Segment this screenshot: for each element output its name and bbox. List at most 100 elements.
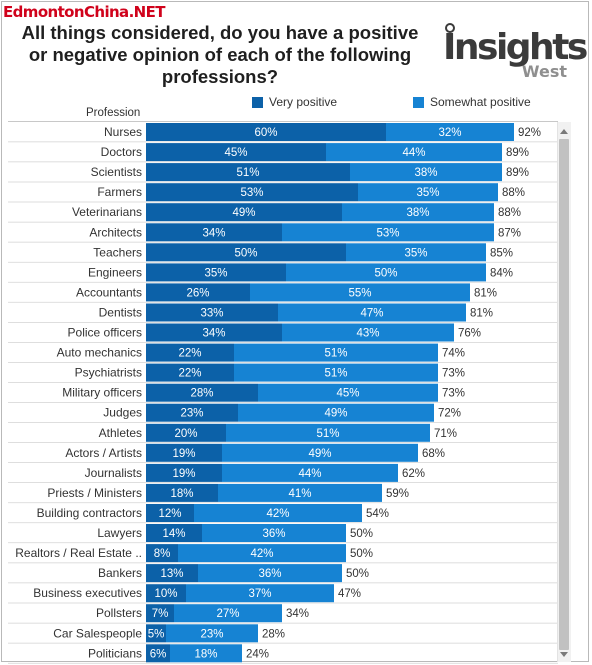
category-label: Veterinarians: [72, 205, 142, 219]
bar-very-positive: [146, 544, 178, 563]
bar-very-positive: [146, 283, 250, 302]
bar-somewhat-positive: [198, 564, 342, 583]
total-label: 47%: [338, 588, 361, 600]
category-label: Police officers: [68, 326, 142, 340]
bar-very-positive: [146, 564, 198, 583]
data-label-very-positive: 12%: [158, 508, 181, 520]
chevron-down-icon: [560, 652, 568, 657]
category-label: Business executives: [33, 586, 142, 600]
total-label: 72%: [438, 408, 461, 420]
row-divider: [8, 642, 558, 644]
scrollbar-thumb[interactable]: [559, 139, 569, 650]
total-label: 85%: [490, 247, 513, 259]
data-label-somewhat-positive: 41%: [288, 488, 311, 500]
category-label: Nurses: [104, 125, 142, 139]
bar-somewhat-positive: [174, 604, 282, 623]
data-label-somewhat-positive: 49%: [324, 408, 347, 420]
bar-somewhat-positive: [386, 123, 514, 141]
bar-very-positive: [146, 123, 386, 141]
row-divider: [8, 221, 558, 223]
row-divider: [8, 662, 558, 664]
bar-somewhat-positive: [278, 303, 466, 322]
bar-very-positive: [146, 323, 282, 342]
bar-very-positive: [146, 443, 222, 462]
data-label-very-positive: 49%: [232, 207, 255, 219]
bar-somewhat-positive: [326, 143, 502, 162]
data-label-very-positive: 53%: [240, 187, 263, 199]
bar-very-positive: [146, 403, 238, 422]
bar-very-positive: [146, 383, 258, 402]
data-label-somewhat-positive: 36%: [262, 528, 285, 540]
total-label: 89%: [506, 147, 529, 159]
row-divider: [8, 402, 558, 403]
total-label: 50%: [350, 528, 373, 540]
data-label-somewhat-positive: 38%: [414, 167, 437, 179]
row-divider: [8, 181, 558, 183]
total-label: 50%: [350, 548, 373, 560]
data-label-very-positive: 5%: [148, 628, 165, 640]
data-label-somewhat-positive: 53%: [376, 227, 399, 239]
category-label: Pollsters: [96, 606, 142, 620]
row-divider: [8, 462, 558, 463]
row-divider: [8, 322, 558, 323]
row-divider: [8, 542, 558, 544]
bar-very-positive: [146, 644, 170, 663]
bar-somewhat-positive: [258, 383, 438, 402]
legend-somewhat-positive[interactable]: Somewhat positive: [413, 95, 531, 109]
bar-somewhat-positive: [358, 183, 498, 202]
data-label-somewhat-positive: 47%: [360, 308, 383, 320]
bar-very-positive: [146, 163, 350, 182]
bar-very-positive: [146, 223, 282, 242]
row-divider: [8, 301, 558, 303]
data-label-somewhat-positive: 44%: [298, 468, 321, 480]
data-label-somewhat-positive: 51%: [324, 368, 347, 380]
row-divider: [8, 562, 558, 564]
bar-somewhat-positive: [222, 443, 418, 462]
row-divider: [8, 281, 558, 283]
total-label: 73%: [442, 368, 465, 380]
legend-very-positive[interactable]: Very positive: [252, 95, 337, 109]
data-label-very-positive: 20%: [174, 428, 197, 440]
chevron-up-icon: [560, 129, 568, 134]
logo-sub: West: [521, 62, 567, 81]
logo-dot-icon: [445, 23, 455, 33]
category-label: Architects: [89, 225, 142, 239]
data-label-very-positive: 19%: [172, 448, 195, 460]
total-label: 34%: [286, 608, 309, 620]
total-label: 88%: [502, 187, 525, 199]
data-label-very-positive: 22%: [178, 368, 201, 380]
data-label-somewhat-positive: 36%: [258, 568, 281, 580]
category-label: Scientists: [91, 165, 142, 179]
total-label: 62%: [402, 468, 425, 480]
row-divider: [8, 622, 558, 624]
bar-somewhat-positive: [218, 483, 382, 502]
data-label-somewhat-positive: 38%: [406, 207, 429, 219]
category-label: Journalists: [85, 466, 142, 480]
data-label-very-positive: 13%: [160, 568, 183, 580]
bar-somewhat-positive: [342, 203, 494, 222]
scroll-up-button[interactable]: [557, 124, 571, 138]
row-divider: [8, 261, 558, 263]
row-divider: [8, 362, 558, 363]
total-label: 74%: [442, 348, 465, 360]
bar-very-positive: [146, 423, 226, 442]
legend-label-somewhat: Somewhat positive: [430, 95, 531, 109]
category-label: Accountants: [76, 285, 142, 299]
data-label-somewhat-positive: 35%: [404, 247, 427, 259]
data-label-somewhat-positive: 49%: [308, 448, 331, 460]
category-label: Judges: [103, 406, 142, 420]
scroll-down-button[interactable]: [557, 648, 571, 662]
data-label-very-positive: 28%: [190, 388, 213, 400]
bar-somewhat-positive: [286, 263, 486, 282]
bar-somewhat-positive: [222, 463, 398, 482]
category-label: Actors / Artists: [65, 446, 142, 460]
logo-word: Insights: [443, 27, 588, 68]
bar-somewhat-positive: [250, 283, 470, 302]
bar-very-positive: [146, 203, 342, 222]
bar-somewhat-positive: [166, 624, 258, 643]
bar-very-positive: [146, 363, 234, 382]
bar-very-positive: [146, 263, 286, 282]
category-label: Auto mechanics: [57, 346, 142, 360]
row-divider: [8, 241, 558, 243]
